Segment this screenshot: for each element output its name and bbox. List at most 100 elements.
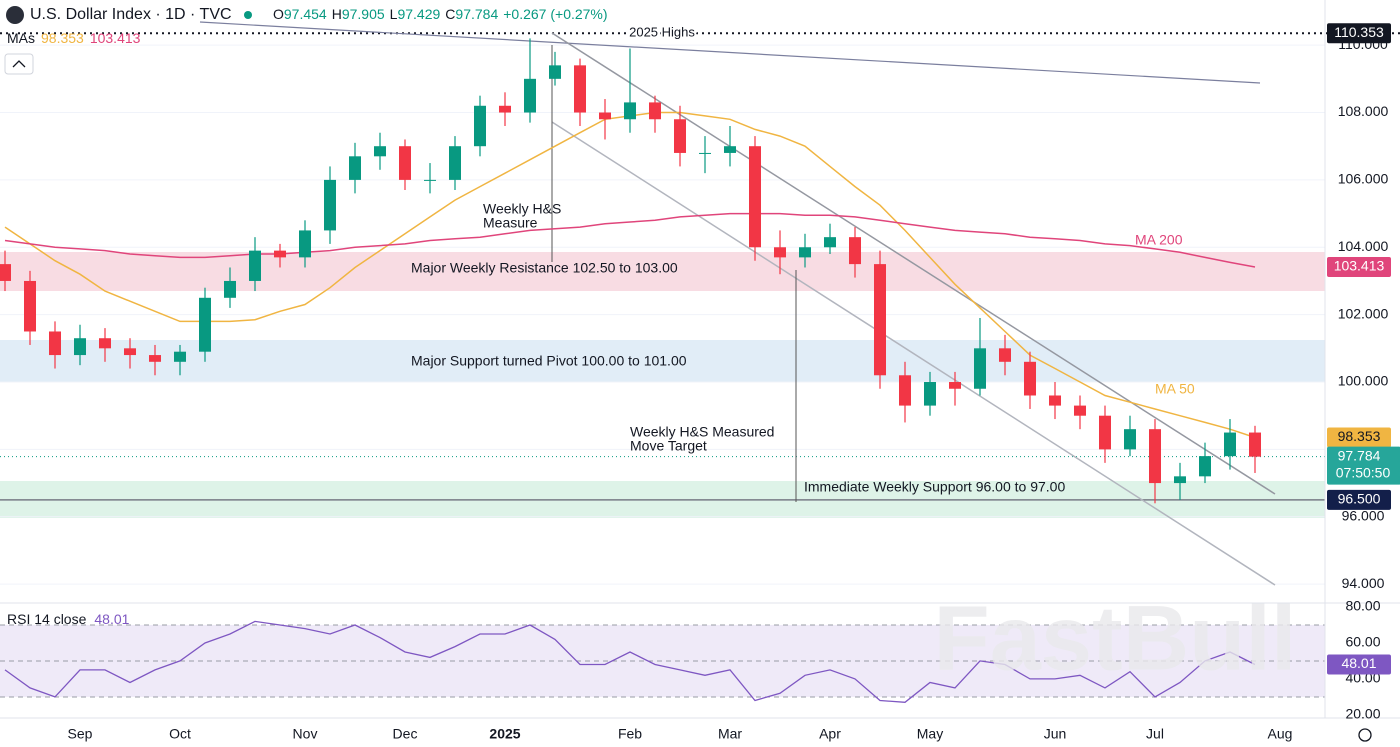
highs-label: 2025 Highs: [629, 24, 695, 39]
candle-body: [399, 146, 411, 180]
x-tick-label: May: [917, 726, 943, 742]
candle-body: [324, 179, 336, 231]
x-tick-label: Nov: [293, 726, 318, 742]
price-tag-label: 97.784: [1338, 447, 1381, 463]
countdown: 07:50:50: [1336, 464, 1391, 480]
candle-body: [1124, 429, 1136, 450]
text-layer: FastBull Weekly H&S Measure Major Weekly…: [4, 6, 1372, 742]
ma-label: MAs: [7, 30, 35, 46]
candle-body: [249, 250, 261, 281]
ohlc-value: 97.429: [397, 6, 440, 22]
y-tick-label: 106.000: [1338, 171, 1389, 187]
candle-body: [524, 78, 536, 113]
candle-body: [824, 237, 836, 248]
candle-body: [224, 280, 236, 298]
price-tag: [1327, 23, 1391, 44]
collapse-button[interactable]: [4, 53, 34, 75]
series-label: MA 50: [1155, 381, 1195, 397]
rsi-header: RSI 14 close 48.01: [7, 611, 130, 627]
x-tick-label: 2025: [489, 726, 520, 742]
candle-body: [499, 105, 511, 113]
candle-body: [749, 146, 761, 248]
candle-body: [699, 152, 711, 154]
rsi-label: RSI 14 close: [7, 611, 87, 627]
candle-body: [299, 230, 311, 258]
symbol-icon: [6, 6, 24, 24]
x-tick-label: Feb: [618, 726, 642, 742]
annotation: Measure: [483, 215, 538, 231]
candle-body: [1074, 405, 1086, 416]
ma-value: 98.353: [41, 30, 84, 46]
ma-line: [4, 212, 1256, 268]
candle-body: [1049, 395, 1061, 406]
candle-body: [99, 338, 111, 349]
candle-body: [899, 375, 911, 406]
x-tick-label: Jun: [1044, 726, 1067, 742]
x-tick-label: Oct: [169, 726, 191, 742]
y-tick-label: 60.00: [1345, 634, 1380, 650]
ma-header: MAs 98.353 103.413: [7, 30, 141, 46]
price-tag: [1327, 446, 1400, 485]
candle-body: [674, 119, 686, 153]
candle-body: [1249, 432, 1261, 457]
y-tick-label: 104.000: [1338, 238, 1389, 254]
candle-body: [174, 351, 186, 362]
y-tick-label: 100.000: [1338, 373, 1389, 389]
ohlc-label: O: [273, 6, 284, 22]
candle-body: [1224, 432, 1236, 457]
status-dot: [244, 11, 252, 19]
price-tag: [1327, 257, 1391, 278]
price-tag-label: 96.500: [1338, 491, 1381, 507]
annotation: Immediate Weekly Support 96.00 to 97.00: [804, 479, 1065, 495]
candle-body: [624, 102, 636, 120]
candle-body: [0, 264, 11, 281]
candle-body: [574, 65, 586, 113]
candle-body: [1099, 415, 1111, 450]
candle-body: [649, 102, 661, 120]
watermark: FastBull: [934, 587, 1297, 689]
rsi-line: [4, 620, 1256, 703]
ma-value: 103.413: [90, 30, 141, 46]
candle-body: [124, 348, 136, 356]
ohlc-header: O97.454 H97.905 L97.429 C97.784 +0.267 (+0.2…: [273, 6, 608, 22]
x-tick-label: Jul: [1146, 726, 1164, 742]
candle-body: [199, 297, 211, 352]
annotation: Major Weekly Resistance 102.50 to 103.00: [411, 260, 678, 276]
candle-body: [799, 247, 811, 258]
candle-body: [974, 348, 986, 389]
candle-body: [874, 264, 886, 376]
change: +0.267 (+0.27%): [503, 6, 607, 22]
ohlc-label: L: [390, 6, 398, 22]
annotation: Weekly H&S: [483, 201, 561, 217]
candle-body: [374, 146, 386, 157]
ohlc-value: 97.784: [455, 6, 498, 22]
candle-body: [774, 247, 786, 258]
candle-body: [599, 112, 611, 120]
price-tag-label: 103.413: [1334, 258, 1385, 274]
x-tick-label: Apr: [819, 726, 841, 742]
candle-body: [999, 348, 1011, 362]
candle-body: [74, 338, 86, 356]
y-tick-label: 80.00: [1345, 598, 1380, 614]
candle-body: [949, 382, 961, 389]
settings-icon[interactable]: [1358, 728, 1372, 742]
ohlc-value: 97.905: [342, 6, 385, 22]
channel-line: [551, 121, 1276, 586]
chart-title: U.S. Dollar Index · 1D · TVC: [30, 6, 232, 23]
y-tick-label: 96.000: [1342, 507, 1385, 523]
trend-line: [199, 21, 1261, 84]
pivot-zone: [0, 340, 1325, 382]
ohlc-label: C: [445, 6, 455, 22]
candle-body: [24, 280, 36, 332]
resistance-zone: [0, 252, 1325, 291]
price-tag-label: 48.01: [1341, 655, 1376, 671]
price-tag-label: 98.353: [1338, 428, 1381, 444]
candle-body: [49, 331, 61, 356]
price-tag: [1327, 427, 1391, 448]
x-tick-label: Mar: [718, 726, 742, 742]
candle-body: [424, 179, 436, 181]
ohlc-label: H: [332, 6, 342, 22]
candle-body: [474, 105, 486, 147]
y-tick-label: 94.000: [1342, 575, 1385, 591]
annotation: Weekly H&S Measured: [630, 424, 774, 440]
